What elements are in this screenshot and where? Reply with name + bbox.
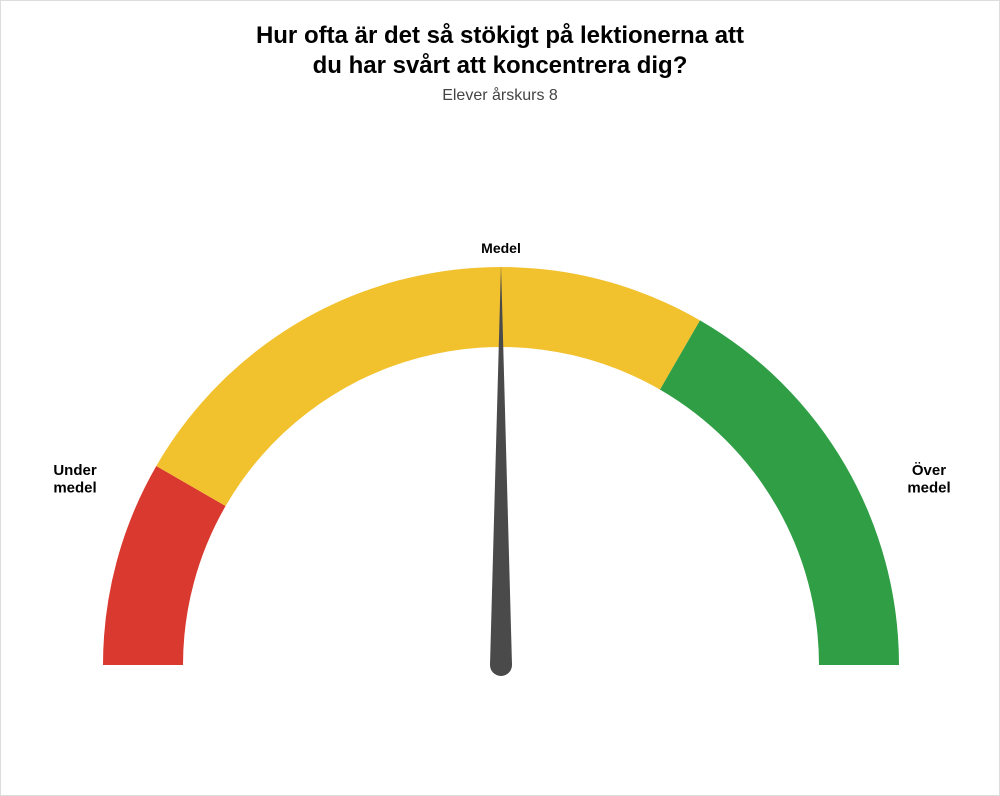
gauge-segment: [103, 466, 226, 665]
gauge-segment: [156, 267, 700, 506]
gauge-chart: Undermedel Medel Övermedel: [25, 105, 977, 745]
chart-subtitle: Elever årskurs 8: [25, 87, 975, 105]
gauge-segment: [660, 320, 899, 665]
gauge-label-top: Medel: [481, 240, 521, 256]
chart-frame: Hur ofta är det så stökigt på lektionern…: [0, 0, 1000, 796]
title-line-2: du har svårt att koncentrera dig?: [313, 52, 688, 79]
title-line-1: Hur ofta är det så stökigt på lektionern…: [256, 22, 744, 49]
gauge-label-right: Övermedel: [907, 462, 950, 496]
gauge-label-left: Undermedel: [53, 462, 97, 496]
chart-title: Hur ofta är det så stökigt på lektionern…: [25, 21, 975, 81]
needle-hub: [490, 654, 512, 676]
